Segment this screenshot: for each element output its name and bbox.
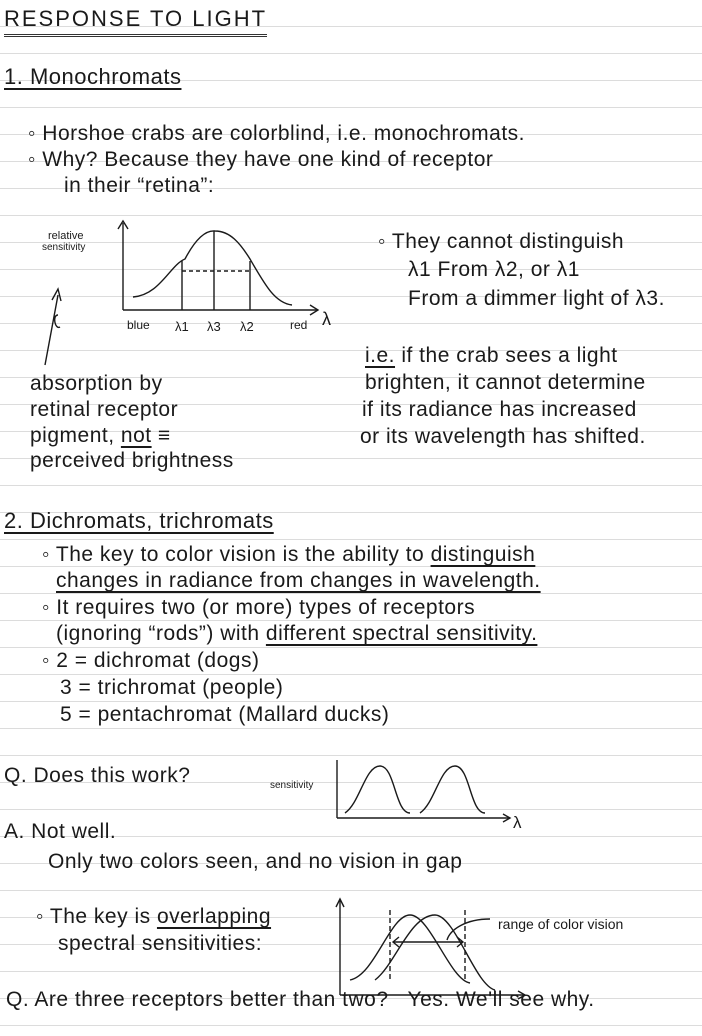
sensitivity-curve — [349, 914, 471, 984]
text-line: spectral sensitivities: — [58, 932, 263, 955]
bullet-line: ◦ They cannot distinguish — [378, 230, 625, 253]
xlabel: λ — [513, 813, 522, 832]
tick-label: λ1 — [175, 319, 189, 334]
text: pigment, — [30, 424, 121, 447]
text: The key is — [49, 905, 157, 928]
overlap-chart: range of color vision — [335, 897, 623, 1000]
bullet-text: Horshoe crabs are colorblind, i.e. monoc… — [42, 122, 525, 145]
bullet-text: They cannot distinguish — [391, 230, 625, 253]
tick-label: λ3 — [207, 319, 221, 334]
text: It requires two (or more) types of recep… — [56, 596, 476, 619]
text: overlapping — [156, 905, 272, 928]
section-2-heading: 2. Dichromats, trichromats — [4, 508, 274, 533]
text-line: perceived brightness — [30, 449, 234, 472]
question-1: Q. Does this work? — [4, 764, 191, 787]
text-line: or its wavelength has shifted. — [360, 425, 646, 448]
text: if the crab sees a light — [395, 344, 618, 367]
text-line: absorption by — [30, 372, 163, 395]
bullet-line: ◦ The key is overlapping — [36, 905, 272, 928]
ylabel: sensitivity — [42, 242, 85, 253]
sensitivity-curve — [344, 765, 411, 814]
two-peak-chart: sensitivity λ — [270, 760, 522, 832]
list-item: 5 = pentachromat (Mallard ducks) — [60, 703, 390, 726]
range-label: range of color vision — [498, 916, 623, 932]
list-item: ◦ 2 = dichromat (dogs) — [42, 649, 260, 672]
answer-1: A. Not well. — [4, 820, 117, 843]
xlabel: λ — [322, 309, 331, 329]
sensitivity-curve — [132, 230, 293, 306]
page-title: RESPONSE TO LIGHT — [4, 6, 268, 37]
question-2: Q. Are three receptors better than two? … — [6, 988, 595, 1012]
list-item: 3 = trichromat (people) — [60, 676, 284, 699]
text: 2 = dichromat (dogs) — [56, 649, 260, 672]
text: not — [120, 424, 152, 447]
answer-text: Yes. We'll see why. — [407, 988, 595, 1011]
sensitivity-diagram: relative sensitivity λ blue λ1 λ3 λ2 red — [42, 219, 331, 366]
text-line: λ1 From λ2, or λ1 — [408, 258, 580, 281]
text-line: From a dimmer light of λ3. — [408, 287, 665, 310]
text-line: (ignoring “rods”) with different spectra… — [56, 622, 537, 646]
text-line: pigment, not ≡ — [30, 424, 171, 448]
text: The key to color vision is the ability t… — [55, 543, 431, 566]
bullet-line: ◦ Why? Because they have one kind of rec… — [28, 148, 494, 171]
y-axis-arrow — [117, 219, 129, 230]
text: ≡ — [151, 424, 171, 447]
tick-label: blue — [127, 318, 150, 332]
ylabel: sensitivity — [270, 780, 313, 791]
tick-label: λ2 — [240, 319, 254, 334]
x-axis-arrow — [309, 304, 320, 316]
ie-label: i.e. — [365, 344, 396, 367]
tick-label: red — [290, 318, 307, 332]
bullet-line: ◦ The key to color vision is the ability… — [42, 543, 536, 566]
text-line: changes in radiance from changes in wave… — [56, 569, 541, 592]
bullet-line: in their “retina”: — [64, 174, 215, 197]
text: (ignoring “rods”) with — [56, 622, 266, 645]
text-line: brighten, it cannot determine — [365, 371, 646, 394]
section-1-heading: 1. Monochromats — [4, 64, 182, 89]
sensitivity-curve — [374, 914, 496, 991]
answer-line: Only two colors seen, and no vision in g… — [48, 850, 463, 873]
text: different spectral sensitivity. — [265, 622, 538, 645]
annotation-arrow — [44, 287, 62, 366]
text-line: retinal receptor — [30, 398, 179, 421]
sensitivity-curve — [419, 765, 486, 814]
text: Q. Are three receptors better than two? — [6, 988, 389, 1011]
bullet-text: Why? Because they have one kind of recep… — [42, 148, 494, 171]
text-line: i.e. if the crab sees a light — [365, 344, 618, 368]
text-line: if its radiance has increased — [362, 398, 637, 421]
text: distinguish — [430, 543, 536, 566]
pointer-arrow — [446, 918, 491, 941]
ylabel: relative — [48, 230, 83, 242]
bullet-line: ◦ Horshoe crabs are colorblind, i.e. mon… — [28, 122, 525, 145]
bullet-line: ◦ It requires two (or more) types of rec… — [42, 596, 476, 619]
